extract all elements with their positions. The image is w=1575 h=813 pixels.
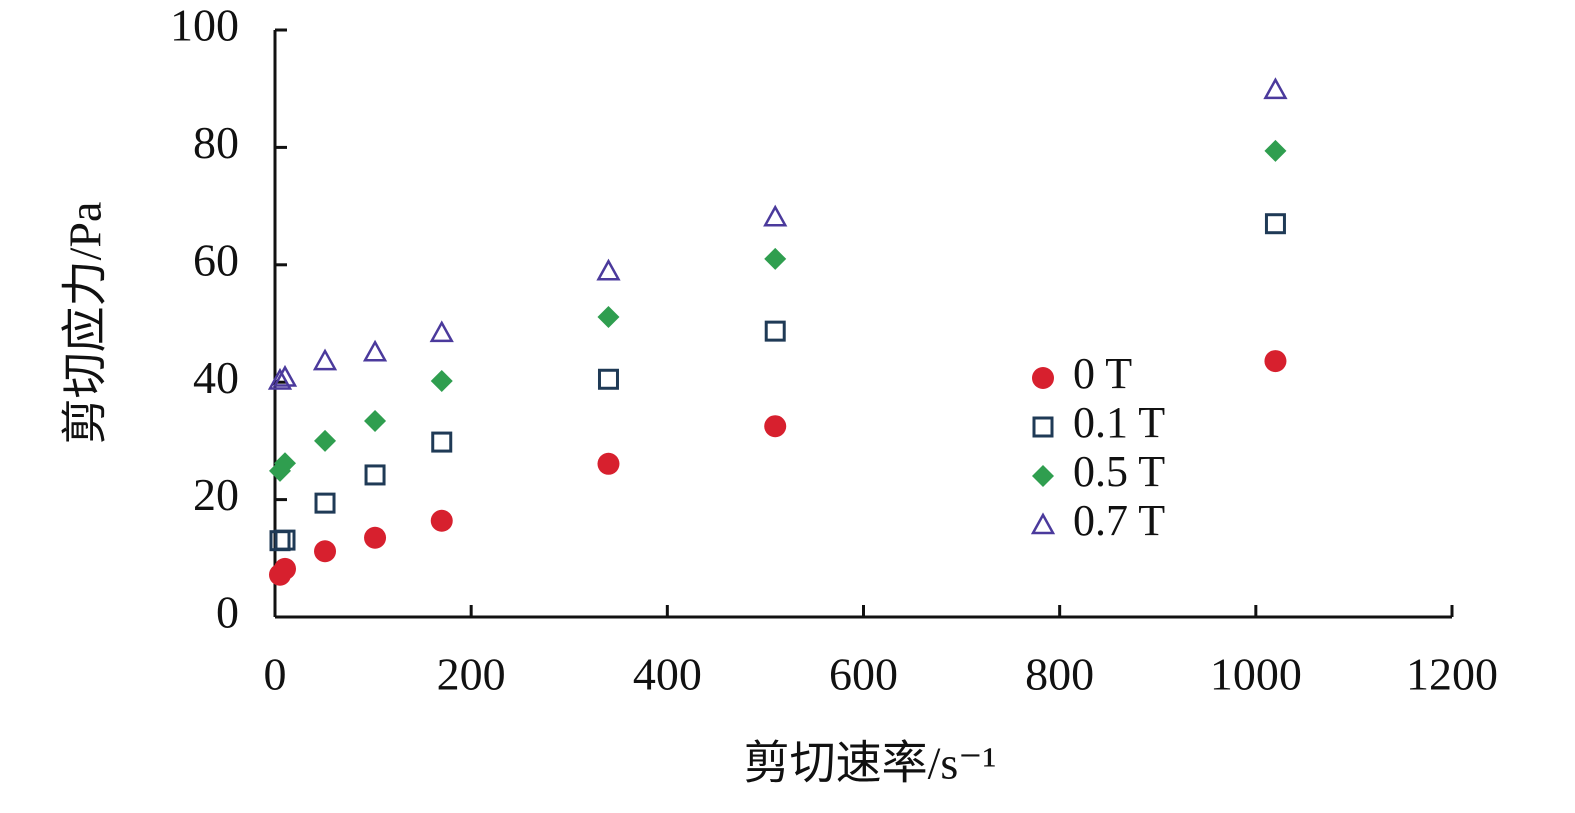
legend-marker — [1032, 465, 1054, 487]
point — [272, 364, 298, 387]
point — [314, 429, 337, 452]
x-tick-label: 200 — [437, 649, 506, 700]
point — [274, 557, 297, 580]
legend-label: 0 T — [1073, 349, 1132, 398]
y-axis-title: 剪切应力/Pa — [60, 202, 111, 445]
y-tick-label: 100 — [170, 0, 239, 51]
y-tick-label: 40 — [193, 352, 239, 403]
legend-label: 0.5 T — [1073, 447, 1165, 496]
point — [1264, 139, 1287, 162]
point — [764, 320, 786, 342]
y-tick-label: 80 — [193, 117, 239, 168]
y-tick-label: 0 — [216, 587, 239, 638]
legend-marker — [1030, 512, 1056, 535]
point — [597, 306, 620, 329]
point — [596, 258, 621, 281]
x-axis-title: 剪切速率/s⁻¹ — [744, 738, 997, 789]
point — [430, 370, 453, 393]
point — [1264, 350, 1287, 373]
point — [764, 415, 787, 438]
point — [1263, 77, 1288, 100]
point — [430, 509, 453, 532]
point — [312, 348, 338, 371]
point — [314, 540, 337, 563]
point — [763, 204, 788, 227]
x-tick-label: 800 — [1025, 649, 1094, 700]
legend-marker — [1032, 367, 1054, 389]
x-tick-label: 400 — [633, 649, 702, 700]
point — [764, 247, 787, 270]
x-tick-label: 600 — [829, 649, 898, 700]
x-tick-label: 1000 — [1210, 649, 1302, 700]
point — [429, 320, 454, 343]
x-tick-label: 0 — [264, 649, 287, 700]
point — [274, 529, 296, 551]
point — [274, 452, 297, 475]
legend-label: 0.1 T — [1073, 398, 1165, 447]
point — [364, 409, 387, 432]
point — [597, 368, 619, 390]
point — [1264, 213, 1286, 235]
point — [267, 367, 293, 390]
point — [364, 526, 387, 549]
x-tick-label: 1200 — [1406, 649, 1498, 700]
point — [597, 452, 620, 475]
point — [314, 492, 336, 514]
point — [431, 431, 453, 453]
point — [364, 464, 386, 486]
y-tick-label: 20 — [193, 469, 239, 520]
legend-marker — [1032, 416, 1054, 438]
legend-label: 0.7 T — [1073, 496, 1165, 545]
y-tick-label: 60 — [193, 234, 239, 285]
point — [362, 339, 388, 362]
